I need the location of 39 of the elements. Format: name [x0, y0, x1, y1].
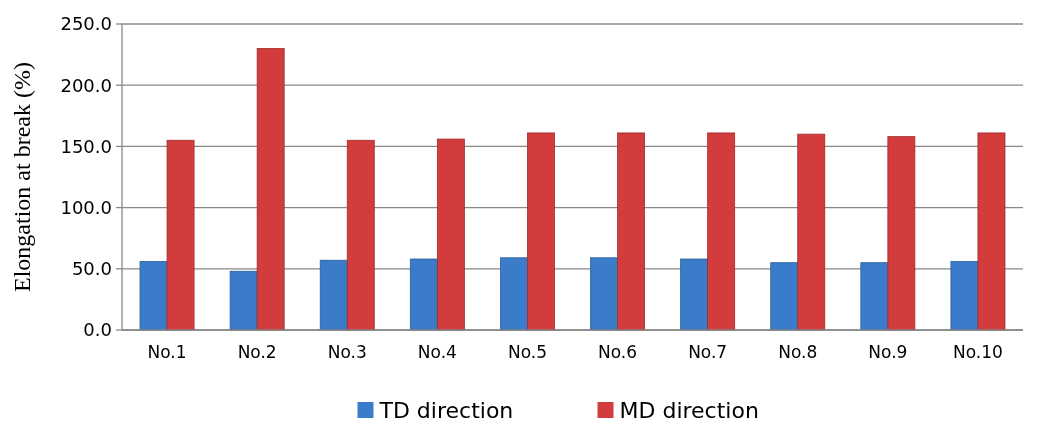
bar: [139, 261, 168, 331]
y-tick-label: 250.0: [60, 13, 112, 35]
bar: [887, 136, 916, 331]
x-tick-label: No.4: [417, 342, 457, 362]
bar: [707, 132, 736, 331]
legend-label: MD direction: [619, 397, 759, 423]
bar: [166, 139, 195, 331]
x-tick-label: No.10: [953, 342, 1003, 362]
bar: [346, 139, 375, 331]
x-tick-label: No.9: [868, 342, 908, 362]
bar: [860, 262, 889, 331]
y-tick-label: 200.0: [60, 74, 112, 96]
bar: [527, 132, 555, 331]
y-axis-title: Elongation at break (%): [9, 62, 35, 292]
x-tick-label: No.7: [688, 342, 728, 362]
x-tick-label: No.5: [507, 342, 547, 362]
bar: [229, 270, 258, 331]
x-tick-label: No.8: [778, 342, 818, 362]
x-tick-label: No.1: [147, 342, 187, 362]
bar: [256, 48, 285, 331]
bar: [590, 257, 618, 331]
y-tick-label: 100.0: [60, 196, 112, 218]
bar: [319, 259, 348, 331]
bar: [950, 261, 979, 331]
bar: [797, 133, 826, 331]
bar: [436, 138, 465, 331]
bar: [680, 258, 709, 331]
x-tick-label: No.6: [598, 342, 638, 362]
bar: [500, 257, 528, 331]
bar: [977, 132, 1006, 331]
legend-label: TD direction: [378, 397, 514, 423]
x-tick-label: No.2: [237, 342, 277, 362]
bar: [617, 132, 645, 331]
y-tick-label: 0.0: [83, 319, 112, 341]
y-tick-label: 150.0: [60, 135, 112, 157]
x-tick-label: No.3: [327, 342, 367, 362]
bar: [770, 262, 799, 331]
bar: [409, 258, 438, 331]
y-tick-label: 50.0: [71, 258, 112, 280]
